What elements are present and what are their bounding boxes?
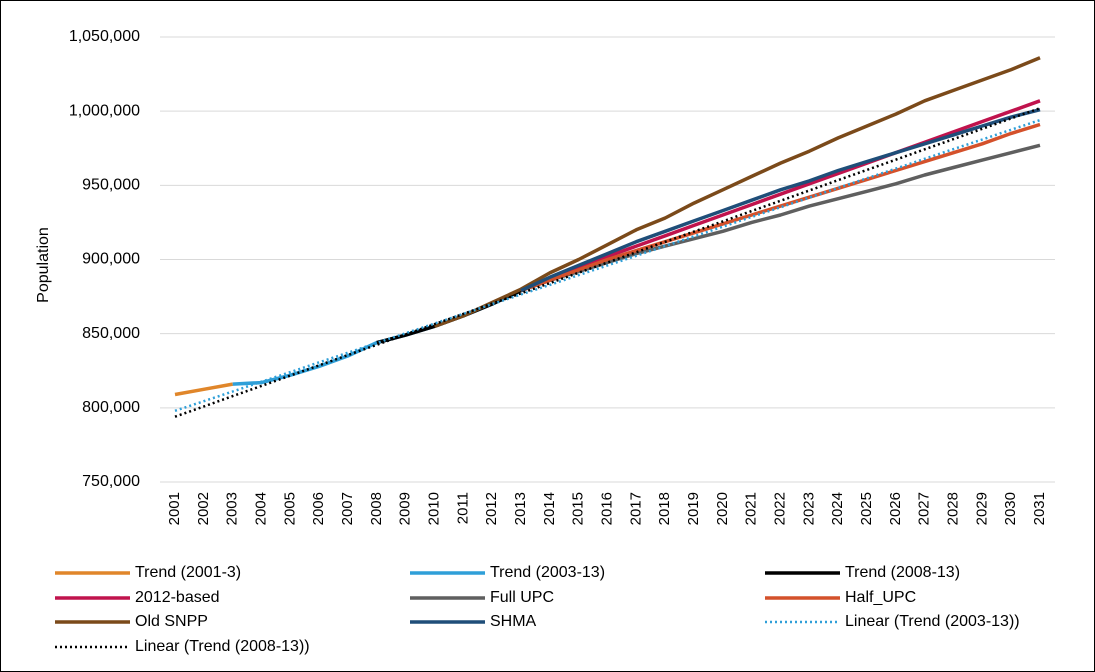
- x-tick-label: 2021: [743, 492, 760, 525]
- legend-label: Trend (2003-13): [490, 564, 605, 581]
- x-tick-label: 2031: [1031, 492, 1048, 525]
- x-tick-label: 2007: [339, 492, 356, 525]
- x-tick-label: 2011: [454, 492, 471, 524]
- legend-label: Trend (2001-3): [135, 564, 241, 581]
- x-tick-label: 2006: [310, 492, 327, 525]
- x-tick-label: 2018: [656, 492, 673, 525]
- x-tick-label: 2012: [483, 492, 500, 525]
- legend-label: Linear (Trend (2008-13)): [135, 638, 310, 655]
- x-tick-label: 2008: [368, 492, 385, 525]
- x-tick-label: 2004: [252, 492, 269, 525]
- y-tick-label: 750,000: [82, 473, 140, 490]
- x-tick-label: 2013: [512, 492, 529, 525]
- y-tick-label: 800,000: [82, 399, 140, 416]
- series-line: [174, 107, 1041, 418]
- y-tick-label: 1,050,000: [69, 28, 140, 45]
- legend-label: Full UPC: [490, 589, 554, 606]
- y-tick-label: 900,000: [82, 251, 140, 268]
- x-tick-label: 2005: [281, 492, 298, 525]
- legend-label: Trend (2008-13): [845, 564, 960, 581]
- x-tick-label: 2027: [916, 492, 933, 525]
- x-tick-label: 2029: [973, 492, 990, 525]
- x-tick-label: 2025: [858, 492, 875, 525]
- y-tick-label: 850,000: [82, 325, 140, 342]
- x-tick-label: 2001: [166, 492, 183, 525]
- legend-label: SHMA: [490, 613, 537, 630]
- x-tick-label: 2015: [570, 492, 587, 525]
- x-tick-label: 2028: [944, 492, 961, 525]
- series-line: [174, 382, 234, 397]
- legend-label: Old SNPP: [135, 613, 208, 630]
- x-tick-label: 2022: [771, 492, 788, 525]
- series-line: [520, 99, 1041, 293]
- legend-label: Half_UPC: [845, 589, 916, 606]
- x-tick-label: 2010: [425, 492, 442, 525]
- series-line: [520, 122, 1041, 293]
- series-line: [433, 56, 1041, 328]
- series-line: [520, 143, 1041, 293]
- x-tick-label: 2024: [829, 492, 846, 525]
- x-tick-label: 2002: [195, 492, 212, 525]
- x-tick-label: 2009: [397, 492, 414, 525]
- x-tick-label: 2019: [685, 492, 702, 525]
- x-tick-label: 2030: [1002, 492, 1019, 525]
- y-tick-label: 950,000: [82, 177, 140, 194]
- legend-label: Linear (Trend (2003-13)): [845, 613, 1020, 630]
- series-line: [520, 108, 1041, 293]
- x-tick-label: 2020: [714, 492, 731, 525]
- y-axis-label: Population: [35, 227, 52, 303]
- y-tick-label: 1,000,000: [69, 102, 140, 119]
- legend-label: 2012-based: [135, 589, 220, 606]
- series-line: [174, 118, 1041, 412]
- x-tick-label: 2016: [598, 492, 615, 525]
- x-tick-label: 2017: [627, 492, 644, 525]
- x-tick-label: 2014: [541, 492, 558, 525]
- x-tick-label: 2023: [800, 492, 817, 525]
- x-tick-label: 2026: [887, 492, 904, 525]
- x-tick-label: 2003: [224, 492, 241, 525]
